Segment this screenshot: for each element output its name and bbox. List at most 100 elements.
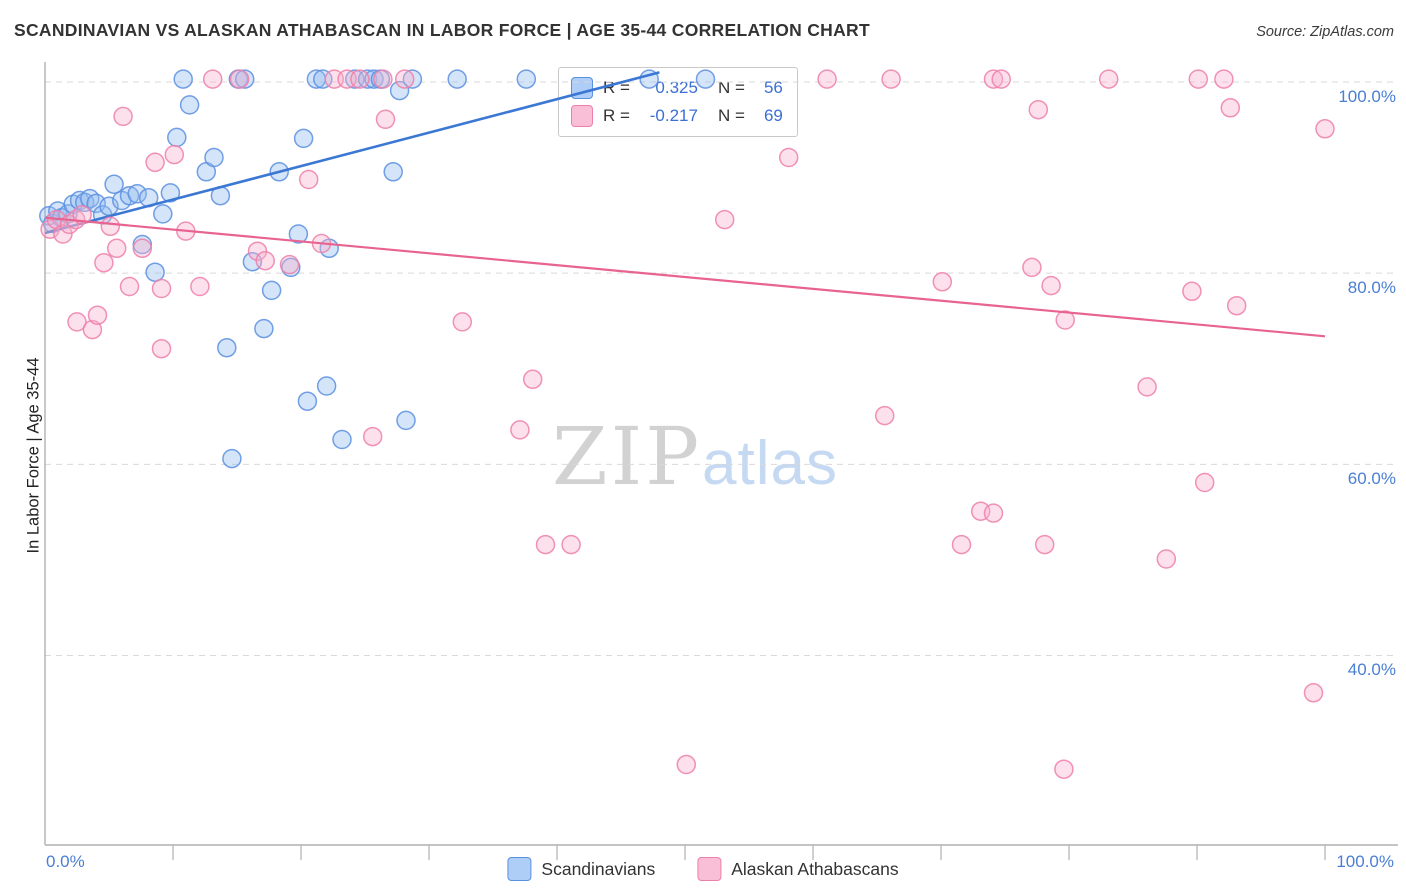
data-point [40,219,60,239]
data-point [1214,69,1234,89]
data-point [932,272,953,292]
data-point [255,250,275,271]
data-point [293,128,314,149]
data-point [516,69,537,89]
data-point [229,69,250,89]
data-point [196,162,217,182]
data-point [145,262,165,282]
data-point [164,144,185,165]
data-point [119,276,140,297]
data-point [217,337,237,358]
bottom-legend-item-scandinavians[interactable]: Scandinavians [507,857,655,881]
data-point [82,319,103,340]
data-point [983,69,1004,89]
data-point [160,183,181,203]
data-point [210,185,231,206]
data-point [87,305,108,325]
data-point [1098,69,1119,89]
data-point [65,209,86,230]
data-point [1034,534,1055,555]
data-point [370,69,391,89]
data-point [94,252,114,273]
data-point [1182,281,1202,302]
data-point [1188,69,1209,89]
data-point [1022,257,1042,278]
data-point [67,312,87,332]
data-point [1055,310,1075,330]
data-point [113,106,133,127]
data-point [100,216,121,237]
bottom-legend-item-athabascans[interactable]: Alaskan Athabascans [697,857,899,881]
data-point [39,206,59,226]
data-point [119,185,140,206]
data-point [1054,759,1074,779]
correlation-legend-box: R = 0.325 N = 56 R = -0.217 N = 69 [558,67,798,137]
data-point [190,276,210,297]
data-point [1226,295,1247,316]
page-title: SCANDINAVIAN VS ALASKAN ATHABASCAN IN LA… [14,20,870,40]
data-point [306,69,327,89]
y-axis-tick-label: 40.0% [1347,660,1396,680]
data-point [151,278,172,299]
data-point [394,69,415,89]
data-point [151,338,172,359]
data-point [1194,472,1215,493]
data-point [1028,99,1049,120]
data-point [319,238,339,259]
data-point [452,312,473,332]
data-point [132,234,153,255]
data-point [714,209,735,230]
data-point [99,196,119,217]
data-point [86,193,106,214]
data-point [510,420,530,440]
scandinavians-swatch-icon [507,857,532,881]
y-axis-label: In Labor Force | Age 35-44 [24,357,43,554]
data-point [1220,98,1241,118]
data-point [311,233,332,254]
watermark-atlas: atlas [702,429,838,498]
data-point [375,109,396,130]
data-point [522,369,543,390]
data-point [402,69,423,89]
data-point [324,69,345,89]
data-point [297,391,318,411]
athabascans-swatch-icon [571,105,593,127]
y-axis-tick-label: 80.0% [1347,278,1396,298]
data-point [970,501,991,521]
data-point [173,69,193,89]
data-point [48,201,68,221]
data-point [42,213,63,234]
x-axis-max-label: 100.0% [1336,852,1394,871]
data-point [874,405,895,426]
data-point [561,534,581,555]
data-point [676,754,697,775]
data-point [1137,377,1157,397]
data-point [204,147,224,168]
gridlines [45,81,1396,656]
data-point [364,69,384,89]
athabascans-swatch-icon [697,857,722,881]
data-point [261,280,282,301]
data-point [72,205,92,225]
data-point [396,410,416,431]
legend-row-athabascans: R = -0.217 N = 69 [571,105,783,127]
n-value: 56 [763,78,783,97]
data-point [51,207,72,228]
data-point [1041,275,1061,296]
data-point [53,224,73,244]
data-point [63,194,83,215]
data-point [247,241,268,261]
data-point [983,503,1004,523]
data-point [112,190,132,211]
n-value: 69 [763,106,783,125]
data-point [373,69,393,89]
data-point [1303,683,1324,703]
data-point [288,224,309,244]
x-axis-min-label: 0.0% [46,852,85,871]
data-point [145,152,165,173]
data-point [313,69,333,89]
data-point [357,69,378,89]
data-point [74,192,95,213]
data-point [104,174,124,195]
data-point [298,169,319,190]
